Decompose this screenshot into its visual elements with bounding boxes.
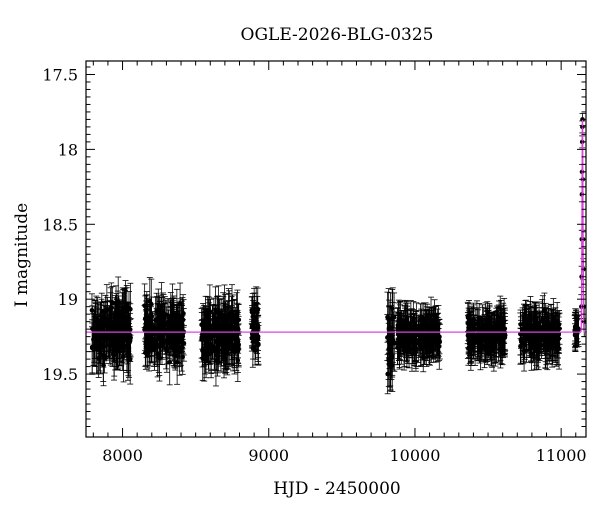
- data-point: [500, 312, 507, 344]
- data-point: [115, 306, 122, 343]
- data-point: [172, 341, 179, 371]
- x-tick-label: 10000: [389, 446, 440, 465]
- data-point: [161, 302, 168, 348]
- data-point: [103, 317, 110, 359]
- data-point: [490, 312, 497, 347]
- data-point: [157, 313, 164, 365]
- data-point: [424, 306, 431, 354]
- data-point: [249, 305, 256, 349]
- x-tick-label: 9000: [248, 446, 289, 465]
- x-axis-label: HJD - 2450000: [273, 479, 401, 499]
- model-curve: [86, 119, 586, 333]
- data-point: [211, 327, 218, 374]
- plot-frame: [85, 60, 587, 438]
- data-point: [166, 338, 173, 386]
- data-point: [233, 322, 240, 372]
- data-point: [205, 296, 212, 338]
- data-point: [234, 289, 241, 335]
- y-axis-label: I magnitude: [12, 203, 32, 307]
- data-point: [252, 318, 259, 360]
- y-tick-label: 19: [58, 290, 78, 309]
- data-point: [395, 315, 402, 354]
- data-points: [88, 113, 586, 395]
- data-point: [142, 319, 149, 366]
- plot-area: [85, 60, 587, 438]
- data-point: [125, 336, 132, 378]
- chart-title: OGLE-2026-BLG-0325: [241, 25, 434, 45]
- data-point: [389, 320, 396, 355]
- data-point: [154, 302, 161, 334]
- y-tick-label: 19.5: [42, 365, 78, 384]
- data-point: [180, 299, 187, 328]
- data-point: [420, 316, 427, 361]
- data-point: [91, 309, 98, 363]
- data-point: [169, 283, 176, 328]
- data-point: [107, 324, 114, 366]
- data-point: [404, 305, 411, 353]
- data-point: [391, 292, 398, 342]
- data-point: [472, 322, 479, 353]
- data-point: [235, 324, 242, 359]
- data-point: [480, 306, 487, 350]
- data-point: [202, 295, 209, 351]
- data-point: [475, 315, 482, 349]
- data-point: [198, 320, 205, 359]
- data-point: [177, 298, 184, 339]
- data-point: [100, 317, 107, 359]
- data-point: [499, 323, 506, 350]
- data-point: [227, 313, 234, 346]
- data-point: [111, 329, 118, 381]
- data-point: [410, 309, 417, 351]
- data-point: [148, 319, 155, 364]
- data-point: [493, 307, 500, 351]
- data-point: [399, 320, 406, 352]
- y-tick-label: 18.5: [42, 215, 78, 234]
- data-point: [220, 302, 227, 356]
- data-point: [411, 314, 418, 357]
- data-point: [104, 296, 111, 352]
- data-point: [216, 315, 223, 354]
- x-axis-ticks: 8000 9000 10000 11000: [92, 61, 587, 465]
- x-tick-label: 8000: [102, 446, 143, 465]
- data-point: [120, 312, 127, 348]
- data-point: [95, 325, 102, 358]
- data-point: [464, 312, 471, 359]
- x-tick-label: 11000: [536, 446, 587, 465]
- y-tick-label: 18: [58, 140, 78, 159]
- data-point: [155, 288, 162, 337]
- y-tick-label: 17.5: [42, 65, 78, 84]
